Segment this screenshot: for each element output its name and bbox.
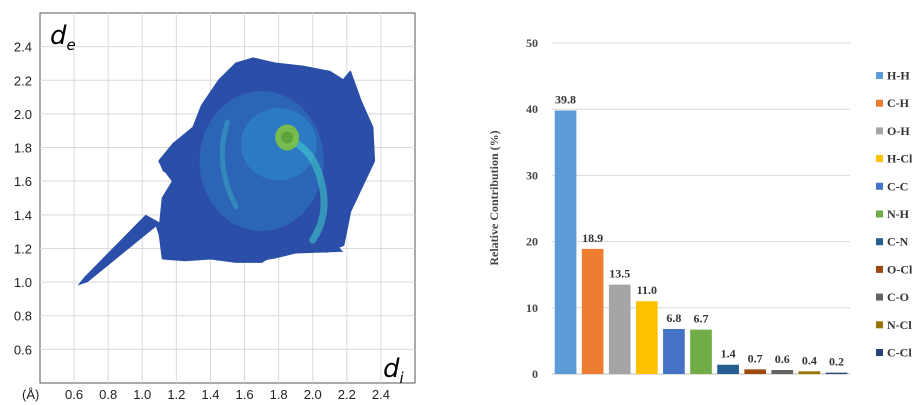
legend-label: O-Cl: [887, 262, 913, 276]
bar-value-label: 1.4: [721, 347, 736, 361]
bar-value-label: 6.7: [694, 312, 709, 326]
legend-swatch-c-h: [876, 99, 883, 107]
bar-n-cl: [798, 371, 821, 374]
legend-label: C-Cl: [887, 346, 912, 360]
bar-y-axis-label: Relative Contribution (%): [487, 130, 501, 265]
bar-o-cl: [744, 369, 767, 374]
legend-label: H-Cl: [887, 152, 913, 166]
bar-y-tick-label: 0: [532, 367, 538, 381]
fingerprint-x-tick-label: 0.8: [99, 387, 117, 402]
bar-value-label: 0.6: [775, 352, 790, 366]
fingerprint-y-tick-label: 0.8: [14, 309, 32, 324]
bar-n-h: [690, 329, 712, 374]
legend-swatch-c-n: [876, 238, 883, 246]
bar-c-o: [771, 370, 794, 374]
bar-y-tick-label: 50: [526, 36, 538, 50]
fingerprint-peak-core: [281, 131, 294, 144]
bar-value-label: 39.8: [555, 93, 576, 107]
legend-swatch-o-cl: [876, 265, 883, 273]
fingerprint-high-density-ridge-left: [219, 119, 239, 209]
bar-c-n: [717, 364, 739, 374]
bar-c-c: [663, 328, 685, 374]
fingerprint-x-tick-label: 0.6: [65, 387, 83, 402]
bar-y-tick-label: 40: [526, 102, 538, 116]
bar-value-label: 0.7: [748, 351, 763, 365]
legend-label: C-N: [887, 235, 909, 249]
bar-h-cl: [635, 301, 658, 374]
bar-gridlines: [552, 42, 850, 375]
legend-label: O-H: [887, 124, 910, 138]
bar-h-h: [554, 110, 577, 375]
fingerprint-y-tick-label: 2.0: [14, 107, 32, 122]
fingerprint-y-ticks: 0.6 0.8 1.0 1.2 1.4 1.6 1.8 2.0 2.2 2.4: [14, 40, 32, 358]
fingerprint-data-region: [77, 57, 376, 286]
fingerprint-x-tick-label: 1.4: [201, 387, 219, 402]
legend-swatch-c-cl: [876, 349, 883, 356]
legend-label: C-O: [887, 290, 909, 304]
fingerprint-y-tick-label: 1.0: [14, 275, 32, 290]
legend-label: N-H: [887, 207, 910, 221]
bar-c-cl: [825, 372, 848, 374]
bar-value-label: 0.4: [802, 353, 817, 367]
fingerprint-y-axis-label: de: [50, 21, 76, 54]
legend-label: H-H: [887, 69, 910, 83]
fingerprint-x-ticks: 0.6 0.8 1.0 1.2 1.4 1.6 1.8 2.0 2.2 2.4: [65, 387, 390, 402]
bar-legend: H-H C-H O-H H-Cl C-C N-H C-N O-Cl C-O N-Cl C-Cl: [876, 69, 913, 360]
bar-value-label: 6.8: [666, 311, 681, 325]
bar-value-label: 18.9: [582, 231, 603, 245]
fingerprint-tail-spike: [77, 214, 177, 286]
legend-swatch-n-cl: [876, 321, 883, 329]
bar-value-labels: 39.8 18.9 13.5 11.0 6.8 6.7 1.4 0.7 0.6 0.4 0.2: [555, 93, 844, 369]
fingerprint-x-axis-label: di: [383, 354, 405, 387]
fingerprint-x-tick-label: 2.4: [372, 387, 390, 402]
legend-swatch-h-cl: [876, 155, 883, 163]
fingerprint-high-density-ridge: [283, 135, 328, 244]
bar-value-label: 0.2: [829, 355, 844, 369]
fingerprint-y-tick-label: 2.2: [14, 73, 32, 88]
bar-o-h: [608, 284, 631, 374]
legend-label: N-Cl: [887, 318, 912, 332]
bar-series: [554, 110, 848, 375]
fingerprint-x-tick-label: 1.0: [133, 387, 151, 402]
fingerprint-y-tick-label: 1.6: [14, 174, 32, 189]
legend-swatch-c-c: [876, 182, 883, 190]
bar-y-ticks: 0 10 20 30 40 50: [526, 36, 538, 381]
bar-y-tick-label: 10: [526, 301, 538, 315]
legend-swatch-n-h: [876, 210, 883, 218]
contribution-bar-chart: 0 10 20 30 40 50 39.8 18.9 13.5 11.0 6.8 6.7 1.4 0.7…: [487, 36, 913, 381]
fingerprint-x-tick-label: 2.2: [338, 387, 356, 402]
fingerprint-y-tick-label: 2.4: [14, 40, 32, 55]
fingerprint-lower-right-tail: [265, 238, 344, 261]
legend-label: C-H: [887, 96, 910, 110]
fingerprint-plot: 0.6 0.8 1.0 1.2 1.4 1.6 1.8 2.0 2.2 2.4 0.6 0.8 1.0…: [14, 12, 416, 402]
fingerprint-x-tick-label: 1.2: [167, 387, 185, 402]
fingerprint-y-tick-label: 1.8: [14, 141, 32, 156]
fingerprint-y-tick-label: 0.6: [14, 342, 32, 357]
fingerprint-y-tick-label: 1.4: [14, 208, 32, 223]
bar-c-h: [581, 248, 604, 374]
bar-y-tick-label: 20: [526, 235, 538, 249]
legend-swatch-c-o: [876, 293, 883, 301]
legend-label: C-C: [887, 179, 908, 193]
fingerprint-x-tick-label: 2.0: [304, 387, 322, 402]
fingerprint-unit-label: (Å): [22, 387, 39, 402]
fingerprint-x-tick-label: 1.6: [236, 387, 254, 402]
fingerprint-x-tick-label: 1.8: [270, 387, 288, 402]
legend-swatch-h-h: [876, 72, 883, 79]
legend-swatch-o-h: [876, 127, 883, 135]
bar-y-tick-label: 30: [526, 168, 538, 182]
bar-value-label: 13.5: [609, 267, 630, 281]
bar-value-label: 11.0: [637, 283, 657, 297]
fingerprint-left-lobe: [159, 154, 194, 182]
fingerprint-y-tick-label: 1.2: [14, 241, 32, 256]
